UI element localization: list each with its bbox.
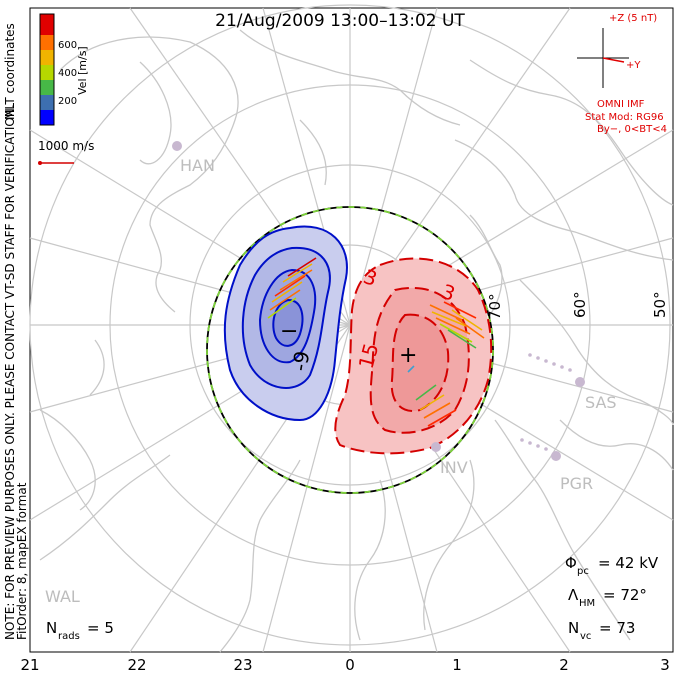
station-sas-label: SAS (585, 393, 617, 412)
velocity-vectors (267, 257, 485, 427)
positive-potential-cell: 3 3 15 + (334, 257, 493, 455)
phi-pc-symbol: Φ (565, 554, 577, 572)
legend-tick-600: 600 (58, 40, 77, 51)
imf-z-label: +Z (5 nT) (609, 13, 657, 24)
legend-tick-200: 200 (58, 96, 77, 107)
map-clip-area: -9 − 3 3 15 + (29, 4, 674, 653)
lambda-hm-symbol: Λ (568, 586, 579, 604)
mlt-tick-3: 3 (660, 656, 670, 674)
legend-axis-label: Vel [m/s] (76, 46, 89, 95)
heppner-maynard-boundary-dash (206, 206, 494, 494)
station-han-label: HAN (180, 156, 215, 175)
station-han-marker (172, 141, 182, 151)
station-wal-label: WAL (45, 587, 80, 606)
mlt-tick-23: 23 (233, 656, 252, 674)
preview-note: NOTE: FOR PREVIEW PURPOSES ONLY. PLEASE … (3, 104, 17, 640)
coordinates-label: MLT coordinates (3, 23, 17, 120)
lambda-hm-sub: HM (579, 598, 595, 609)
n-vc-value: = 73 (599, 619, 635, 637)
mlt-tick-1: 1 (452, 656, 462, 674)
n-rads-value: = 5 (87, 619, 114, 637)
reference-vector-label: 1000 m/s (38, 139, 94, 153)
n-vc-sub: vc (580, 631, 591, 642)
mlt-tick-22: 22 (127, 656, 146, 674)
potential-minimum-marker: − (280, 319, 298, 344)
legend-tick-400: 400 (58, 68, 77, 79)
imf-model: Stat Mod: RG96 (585, 112, 664, 123)
n-rads-symbol: N (46, 619, 57, 637)
fit-statistics: Φ pc = 42 kV Λ HM = 72° N vc = 73 N rads… (46, 554, 659, 642)
station-pgr-marker (551, 451, 561, 461)
mlt-tick-2: 2 (559, 656, 569, 674)
potential-maximum-marker: + (399, 343, 417, 368)
mlt-tick-21: 21 (20, 656, 39, 674)
velocity-color-legend: 600 400 200 Vel [m/s] (39, 13, 89, 126)
radar-stations: HAN SAS INV PGR WAL (45, 141, 617, 606)
map-title: 21/Aug/2009 13:00–13:02 UT (215, 11, 465, 31)
n-rads-sub: rads (58, 631, 80, 642)
fit-order-note: FitOrder: 8, mapEX format (15, 482, 29, 640)
negative-potential-cell: -9 − (223, 225, 348, 422)
imf-indicator: +Z (5 nT) +Y OMNI IMF Stat Mod: RG96 By−… (577, 13, 667, 135)
station-sas-marker (575, 377, 585, 387)
imf-y-label: +Y (626, 60, 641, 71)
imf-source: OMNI IMF (597, 99, 645, 110)
station-inv-marker (431, 442, 441, 452)
mlt-tick-0: 0 (345, 656, 355, 674)
n-vc-symbol: N (568, 619, 579, 637)
phi-pc-value: = 42 kV (598, 554, 659, 572)
coastlines (39, 29, 674, 653)
phi-pc-sub: pc (577, 566, 589, 577)
station-inv-label: INV (440, 458, 468, 477)
imf-condition: By−, 0<BT<4 (597, 124, 667, 135)
latitude-label-60: 60° (571, 291, 589, 318)
negative-contour-label: -9 (287, 349, 314, 373)
station-pgr-label: PGR (560, 474, 593, 493)
mlt-axis: 21 22 23 0 1 2 3 (20, 656, 669, 674)
latitude-label-50: 50° (651, 291, 669, 318)
latitude-label-70: 70° (486, 293, 504, 320)
lambda-hm-value: = 72° (603, 586, 647, 604)
